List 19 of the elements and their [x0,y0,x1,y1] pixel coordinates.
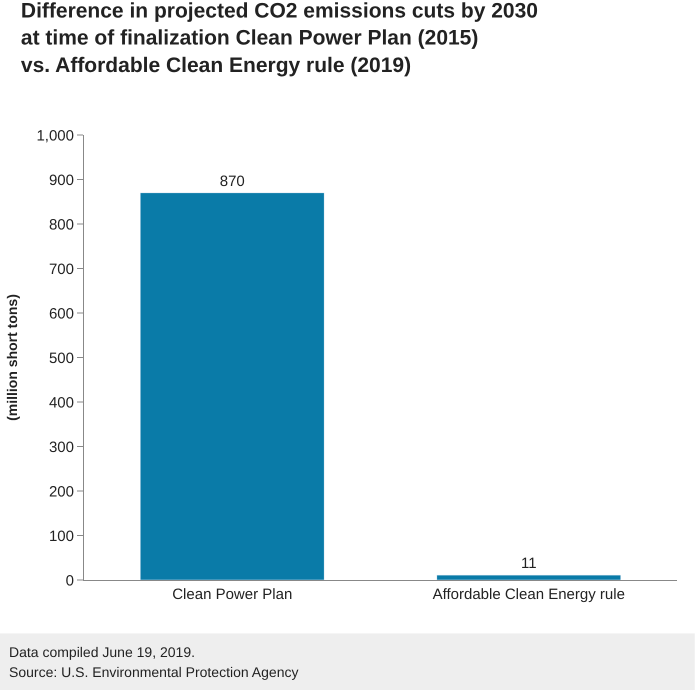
source-note: Source: U.S. Environmental Protection Agency [9,664,298,680]
y-tick-label: 800 [48,216,74,234]
y-tick-label: 700 [48,260,74,278]
chart-title: Difference in projected CO2 emissions cuts by 2030 at time of finalization Clean Power Plan (2015) vs. Affordable Clean Energy rule (2019) [20,0,538,77]
y-tick-label: 300 [48,438,74,456]
x-tick-label: Affordable Clean Energy rule [432,586,625,603]
text: Data compiled June 19, 2019. [9,644,196,660]
y-tick-label: 100 [48,528,74,545]
y-tick-label: 500 [48,350,74,367]
x-tick-label: Clean Power Plan [172,586,292,603]
y-tick-label: 1,000 [36,127,74,144]
y-axis-title: (million short tons) [4,294,20,421]
y-tick-label: 900 [48,172,74,189]
data-label: 11 [520,555,537,572]
data-label: 870 [220,172,245,190]
y-tick-label: 600 [48,305,74,322]
y-tick-label: 200 [48,483,74,500]
y-tick-label: 0 [66,572,74,590]
y-tick-label: 400 [48,394,74,412]
